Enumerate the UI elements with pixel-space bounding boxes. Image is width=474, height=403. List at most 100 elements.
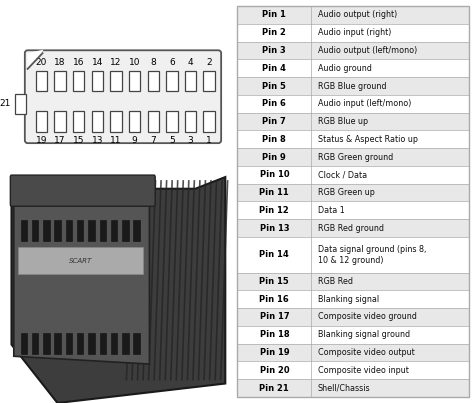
Text: Composite video output: Composite video output [318, 348, 414, 357]
Text: 15: 15 [73, 136, 84, 145]
Text: 11: 11 [110, 136, 122, 145]
Text: 12: 12 [110, 58, 122, 66]
Text: 4: 4 [188, 58, 193, 66]
Bar [237, 59, 469, 77]
Bar [129, 71, 140, 91]
Text: Pin 5: Pin 5 [263, 81, 286, 91]
Bar [91, 71, 103, 91]
Bar [237, 148, 469, 166]
Bar [111, 333, 117, 354]
Text: Status & Aspect Ratio up: Status & Aspect Ratio up [318, 135, 418, 144]
Text: Pin 7: Pin 7 [263, 117, 286, 126]
Text: Blanking signal: Blanking signal [318, 295, 379, 304]
Text: RGB Blue ground: RGB Blue ground [318, 81, 386, 91]
Text: Pin 18: Pin 18 [259, 330, 289, 339]
Text: 16: 16 [73, 58, 84, 66]
Bar [122, 333, 128, 354]
Text: Pin 2: Pin 2 [263, 28, 286, 37]
Text: RGB Red: RGB Red [318, 277, 353, 286]
Text: 2: 2 [206, 58, 212, 66]
Bar [15, 93, 27, 114]
Bar [237, 344, 469, 361]
Bar [237, 379, 469, 397]
Bar [237, 42, 469, 59]
Polygon shape [14, 200, 149, 364]
Text: Clock / Data: Clock / Data [318, 170, 367, 179]
Bar [237, 326, 469, 344]
Text: Pin 12: Pin 12 [259, 206, 289, 215]
Text: Pin 8: Pin 8 [263, 135, 286, 144]
Text: 7: 7 [150, 136, 156, 145]
Bar [237, 290, 469, 308]
Bar [237, 166, 469, 184]
Polygon shape [27, 50, 44, 70]
Text: Pin 13: Pin 13 [259, 224, 289, 233]
Text: 17: 17 [55, 136, 66, 145]
Bar [237, 361, 469, 379]
Polygon shape [11, 177, 225, 403]
Bar [110, 111, 122, 131]
Text: 9: 9 [132, 136, 137, 145]
Bar [55, 333, 61, 354]
Bar [88, 333, 95, 354]
Text: Pin 19: Pin 19 [259, 348, 289, 357]
Text: Pin 11: Pin 11 [259, 188, 289, 197]
Bar [88, 220, 95, 241]
Bar [32, 220, 38, 241]
Bar [147, 71, 159, 91]
Bar [21, 220, 27, 241]
Bar [73, 71, 84, 91]
Text: Pin 9: Pin 9 [263, 153, 286, 162]
Bar [55, 111, 66, 131]
Bar [43, 220, 50, 241]
Text: 21: 21 [0, 100, 11, 108]
Text: 6: 6 [169, 58, 175, 66]
Bar [203, 111, 215, 131]
Text: Audio input (right): Audio input (right) [318, 28, 391, 37]
Text: Pin 16: Pin 16 [259, 295, 289, 304]
Bar [166, 111, 178, 131]
Text: Pin 20: Pin 20 [259, 366, 289, 375]
Bar [185, 111, 196, 131]
Text: SCART: SCART [69, 258, 92, 264]
Bar [100, 333, 106, 354]
Bar [66, 333, 72, 354]
Text: RGB Green up: RGB Green up [318, 188, 374, 197]
Text: Data signal ground (pins 8,
10 & 12 ground): Data signal ground (pins 8, 10 & 12 grou… [318, 245, 426, 265]
Bar [77, 333, 83, 354]
Text: Audio input (left/mono): Audio input (left/mono) [318, 99, 411, 108]
Text: Data 1: Data 1 [318, 206, 344, 215]
Text: Composite video input: Composite video input [318, 366, 409, 375]
Bar [111, 220, 117, 241]
Text: 14: 14 [91, 58, 103, 66]
Bar [237, 95, 469, 113]
Text: Audio ground: Audio ground [318, 64, 372, 73]
Bar [55, 71, 66, 91]
Bar [237, 24, 469, 42]
Bar [185, 71, 196, 91]
Text: Pin 3: Pin 3 [263, 46, 286, 55]
Bar [237, 308, 469, 326]
Bar [36, 71, 47, 91]
Bar [237, 202, 469, 219]
Bar [77, 220, 83, 241]
Bar [237, 131, 469, 148]
Bar [43, 333, 50, 354]
Text: 8: 8 [150, 58, 156, 66]
Bar [237, 6, 469, 24]
Bar [133, 220, 140, 241]
Text: Audio output (left/mono): Audio output (left/mono) [318, 46, 417, 55]
FancyBboxPatch shape [10, 175, 155, 206]
Bar [21, 333, 27, 354]
Bar [110, 71, 122, 91]
Bar [122, 220, 128, 241]
Bar [147, 111, 159, 131]
Bar [237, 272, 469, 290]
Bar [55, 220, 61, 241]
Text: Pin 1: Pin 1 [263, 10, 286, 19]
Bar [36, 111, 47, 131]
Bar [166, 71, 178, 91]
Text: RGB Blue up: RGB Blue up [318, 117, 368, 126]
Bar [237, 113, 469, 131]
Bar [66, 220, 72, 241]
